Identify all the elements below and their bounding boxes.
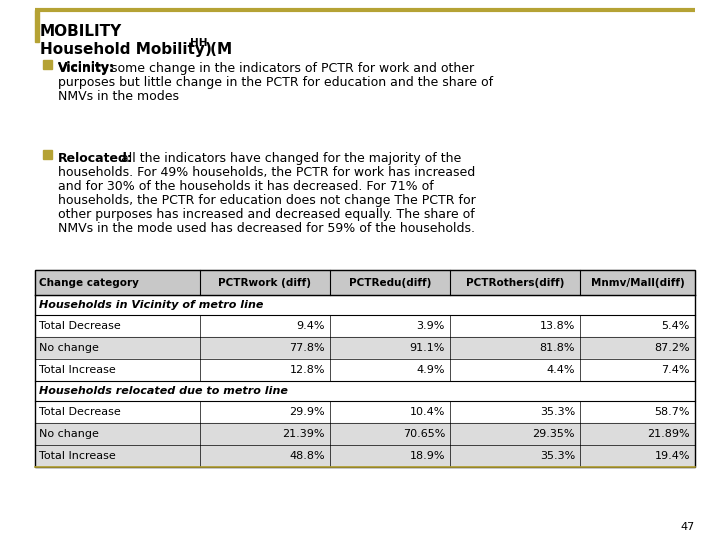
Bar [35, 270, 695, 467]
Text: 87.2%: 87.2% [654, 343, 690, 353]
Text: NMVs in the modes: NMVs in the modes [58, 90, 179, 103]
Text: PCTRwork (diff): PCTRwork (diff) [218, 278, 312, 287]
Text: 58.7%: 58.7% [654, 407, 690, 417]
Bar [35, 381, 695, 401]
Text: 3.9%: 3.9% [417, 321, 445, 331]
Text: 13.8%: 13.8% [539, 321, 575, 331]
Text: 21.39%: 21.39% [282, 429, 325, 439]
Bar [35, 337, 695, 359]
Text: 29.9%: 29.9% [289, 407, 325, 417]
Bar [35, 445, 695, 467]
Text: all the indicators have changed for the majority of the: all the indicators have changed for the … [117, 152, 462, 165]
Text: HH: HH [190, 38, 207, 48]
Text: 81.8%: 81.8% [539, 343, 575, 353]
Bar [35, 10, 38, 42]
Text: other purposes has increased and decreased equally. The share of: other purposes has increased and decreas… [58, 208, 474, 221]
Text: 4.4%: 4.4% [546, 365, 575, 375]
Text: 29.35%: 29.35% [533, 429, 575, 439]
Text: 91.1%: 91.1% [410, 343, 445, 353]
Text: 10.4%: 10.4% [410, 407, 445, 417]
Text: and for 30% of the households it has decreased. For 71% of: and for 30% of the households it has dec… [58, 180, 433, 193]
Text: PCTRothers(diff): PCTRothers(diff) [466, 278, 564, 287]
Bar [43, 150, 52, 159]
Text: PCTRedu(diff): PCTRedu(diff) [348, 278, 431, 287]
Text: 5.4%: 5.4% [662, 321, 690, 331]
Bar [35, 401, 695, 423]
Text: Total Decrease: Total Decrease [39, 407, 121, 417]
Text: 7.4%: 7.4% [662, 365, 690, 375]
Bar [35, 315, 695, 337]
Bar [43, 60, 52, 69]
Text: Vicinity:: Vicinity: [58, 62, 115, 75]
Text: 70.65%: 70.65% [402, 429, 445, 439]
Bar [35, 295, 695, 315]
Text: some change in the indicators of PCTR for work and other: some change in the indicators of PCTR fo… [107, 62, 474, 75]
Text: Mnmv/Mall(diff): Mnmv/Mall(diff) [590, 278, 685, 287]
Text: Change category: Change category [39, 278, 139, 287]
Text: Total Increase: Total Increase [39, 451, 116, 461]
Text: 35.3%: 35.3% [540, 407, 575, 417]
Text: No change: No change [39, 343, 99, 353]
Text: households. For 49% households, the PCTR for work has increased: households. For 49% households, the PCTR… [58, 166, 475, 179]
Text: Total Decrease: Total Decrease [39, 321, 121, 331]
Text: 9.4%: 9.4% [297, 321, 325, 331]
Text: NMVs in the mode used has decreased for 59% of the households.: NMVs in the mode used has decreased for … [58, 222, 475, 235]
Text: 35.3%: 35.3% [540, 451, 575, 461]
Bar [35, 423, 695, 445]
Text: Vicinity:: Vicinity: [58, 61, 115, 74]
Text: ): ) [205, 42, 212, 57]
Text: 77.8%: 77.8% [289, 343, 325, 353]
Text: Household Mobility (M: Household Mobility (M [40, 42, 232, 57]
Text: 12.8%: 12.8% [289, 365, 325, 375]
Text: Households in Vicinity of metro line: Households in Vicinity of metro line [39, 300, 264, 310]
Text: 18.9%: 18.9% [410, 451, 445, 461]
Text: 21.89%: 21.89% [647, 429, 690, 439]
Text: 48.8%: 48.8% [289, 451, 325, 461]
Text: 47: 47 [680, 522, 695, 532]
Text: 19.4%: 19.4% [654, 451, 690, 461]
Text: Households relocated due to metro line: Households relocated due to metro line [39, 386, 288, 396]
Text: Relocated:: Relocated: [58, 152, 133, 165]
Bar [35, 359, 695, 381]
Text: No change: No change [39, 429, 99, 439]
Bar [35, 270, 695, 295]
Text: purposes but little change in the PCTR for education and the share of: purposes but little change in the PCTR f… [58, 76, 493, 89]
Text: 4.9%: 4.9% [416, 365, 445, 375]
Text: households, the PCTR for education does not change The PCTR for: households, the PCTR for education does … [58, 194, 476, 207]
Text: Total Increase: Total Increase [39, 365, 116, 375]
Text: MOBILITY: MOBILITY [40, 24, 122, 39]
